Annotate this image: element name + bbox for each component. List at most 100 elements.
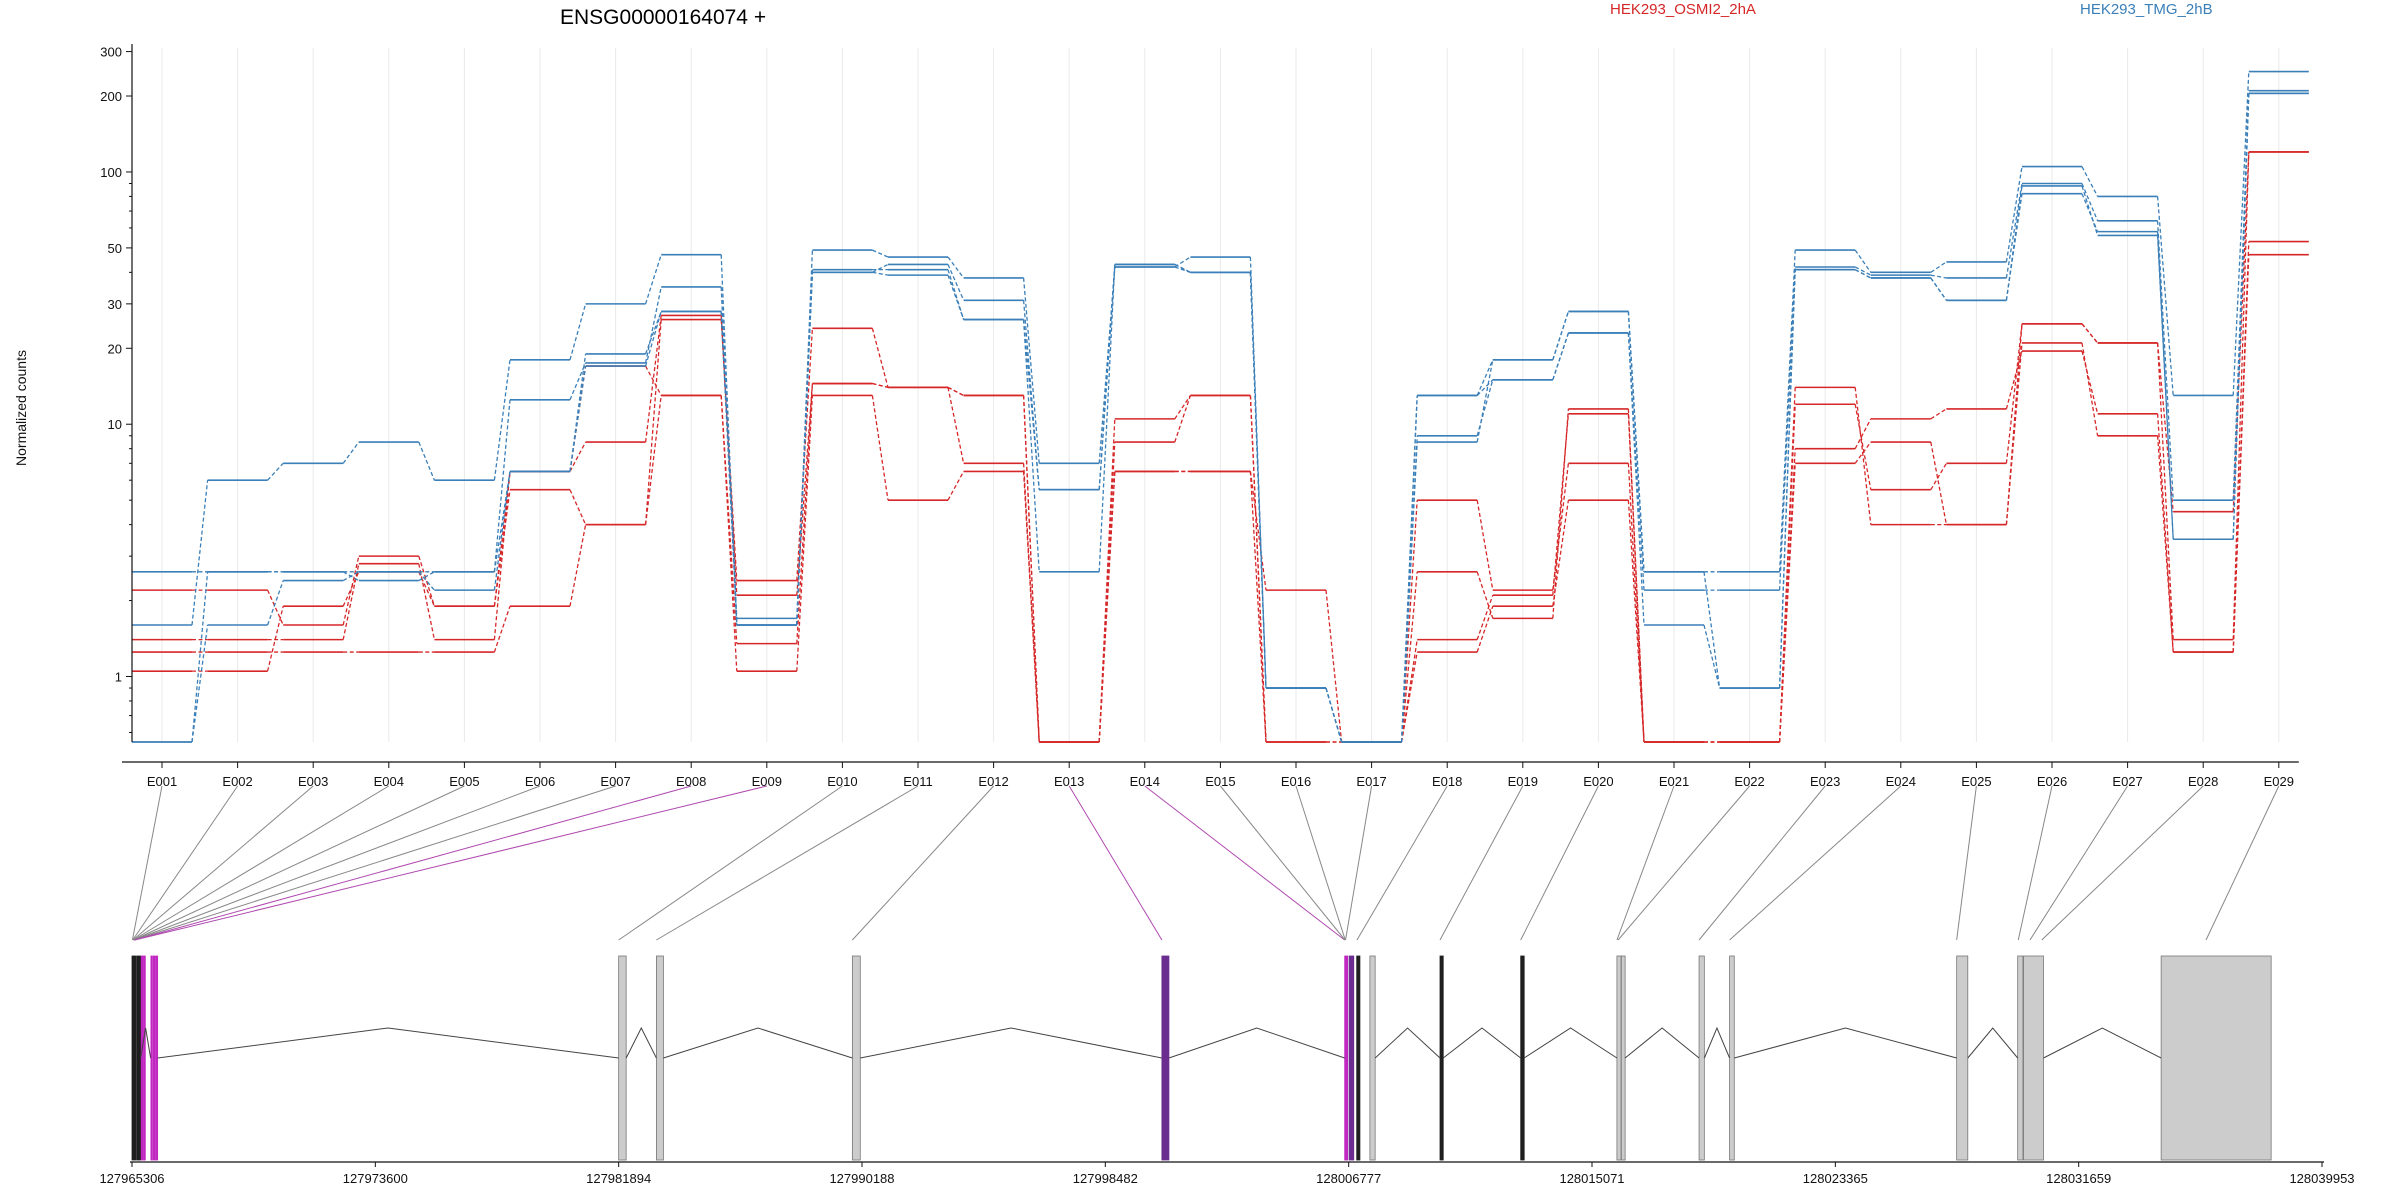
- series-connector: [1098, 266, 1116, 464]
- series-connector: [1627, 332, 1645, 591]
- series-connector: [493, 471, 511, 572]
- intron-line: [860, 1027, 1162, 1059]
- series-connector: [947, 274, 965, 320]
- series-connector: [947, 269, 965, 320]
- series-connector: [1627, 500, 1645, 743]
- x-tick-label: E006: [525, 774, 555, 789]
- exon-box: [1729, 955, 1735, 1161]
- exon-box: [1439, 955, 1444, 1161]
- x-tick-label: E024: [1886, 774, 1916, 789]
- series-connector: [191, 571, 209, 743]
- series-connector: [947, 387, 965, 464]
- x-tick-label: E004: [374, 774, 404, 789]
- x-tick-label: E011: [903, 774, 932, 789]
- x-tick-label: E027: [2112, 774, 2142, 789]
- series-connector: [1476, 379, 1494, 396]
- intron-line: [1624, 1027, 1700, 1059]
- series-connector: [2005, 323, 2023, 464]
- series-connector: [1476, 379, 1494, 436]
- series-connector: [644, 311, 662, 355]
- exon-connector: [656, 785, 919, 941]
- series-connector: [1098, 264, 1116, 572]
- series-connector: [947, 264, 965, 301]
- exon-connectors: [131, 785, 2280, 941]
- series-connector: [644, 319, 662, 525]
- series-connector: [191, 624, 209, 743]
- series-connector: [720, 395, 738, 644]
- series-connector: [2232, 151, 2250, 640]
- exon-connector: [1295, 785, 1346, 941]
- x-tick-label: E026: [2037, 774, 2067, 789]
- series-connector: [1400, 639, 1418, 743]
- x-tick-label: E018: [1432, 774, 1462, 789]
- series-connector: [342, 441, 360, 464]
- series-connector: [1778, 387, 1796, 743]
- series-lines: [132, 70, 2309, 743]
- series-connector: [418, 571, 435, 582]
- series-connector: [569, 365, 587, 472]
- series-connector: [1174, 395, 1191, 420]
- exon-box: [1356, 955, 1361, 1161]
- series-connector: [1022, 319, 1040, 572]
- series-connector: [1022, 463, 1040, 743]
- x-tick-label: E017: [1356, 774, 1386, 789]
- series-connector: [1476, 359, 1494, 443]
- coord-tick-label: 128023365: [1803, 1171, 1868, 1186]
- series-connector: [1325, 590, 1343, 743]
- y-tick-label: 50: [108, 241, 122, 256]
- intron-line: [625, 1026, 657, 1059]
- coord-tick-label: 127998482: [1073, 1171, 1138, 1186]
- x-tick-label: E010: [827, 774, 857, 789]
- exon-box: [155, 955, 159, 1161]
- x-tick-label: E020: [1583, 774, 1613, 789]
- intron-line: [1967, 1027, 2019, 1059]
- series-connector: [1022, 319, 1040, 490]
- y-axis-label: Normalized counts: [13, 350, 29, 466]
- exon-connector: [131, 785, 163, 941]
- series-connector: [493, 471, 511, 640]
- series-connector: [1476, 571, 1494, 619]
- series-connector: [1627, 463, 1645, 743]
- y-tick-label: 10: [108, 417, 122, 432]
- x-tick-label: E009: [752, 774, 782, 789]
- series-connector: [2005, 185, 2023, 301]
- series-connector: [2156, 231, 2174, 540]
- series-connector: [645, 365, 662, 396]
- coord-tick-label: 127965306: [99, 1171, 164, 1186]
- series-connector: [2005, 342, 2023, 525]
- y-tick-label: 30: [108, 297, 122, 312]
- exon-connector: [134, 785, 767, 941]
- x-tick-label: E002: [222, 774, 252, 789]
- series-connector: [947, 386, 964, 397]
- series-connector: [644, 315, 662, 443]
- coord-tick-label: 127990188: [829, 1171, 894, 1186]
- exon-connector: [133, 785, 390, 941]
- series-connector: [1552, 463, 1570, 591]
- exon-connector: [1617, 785, 1750, 941]
- series-connector: [569, 489, 587, 525]
- series-connector: [2156, 235, 2174, 540]
- exon-connector: [1956, 785, 1977, 941]
- x-tick-label: E001: [147, 774, 177, 789]
- series-connector: [1854, 266, 1872, 276]
- series-connector: [1778, 269, 1796, 591]
- exon-connector: [133, 785, 465, 941]
- series-connector: [872, 249, 889, 258]
- series-connector: [796, 395, 814, 672]
- series-connector: [1325, 687, 1343, 743]
- x-tick-label: E023: [1810, 774, 1840, 789]
- series-connector: [2081, 185, 2099, 236]
- coord-tick-label: 128015071: [1559, 1171, 1624, 1186]
- series-connector: [342, 563, 360, 640]
- series-connector: [2081, 342, 2099, 436]
- series-connector: [1174, 266, 1191, 273]
- x-tick-label: E007: [600, 774, 630, 789]
- series-connector: [2081, 350, 2099, 414]
- x-tick-label: E005: [449, 774, 479, 789]
- series-connector: [2005, 183, 2023, 279]
- exon-connector: [1220, 785, 1346, 941]
- y-tick-label: 300: [100, 45, 122, 60]
- series-connector: [1552, 500, 1570, 607]
- exon-connector: [1345, 785, 1373, 941]
- series-connector: [1854, 249, 1872, 273]
